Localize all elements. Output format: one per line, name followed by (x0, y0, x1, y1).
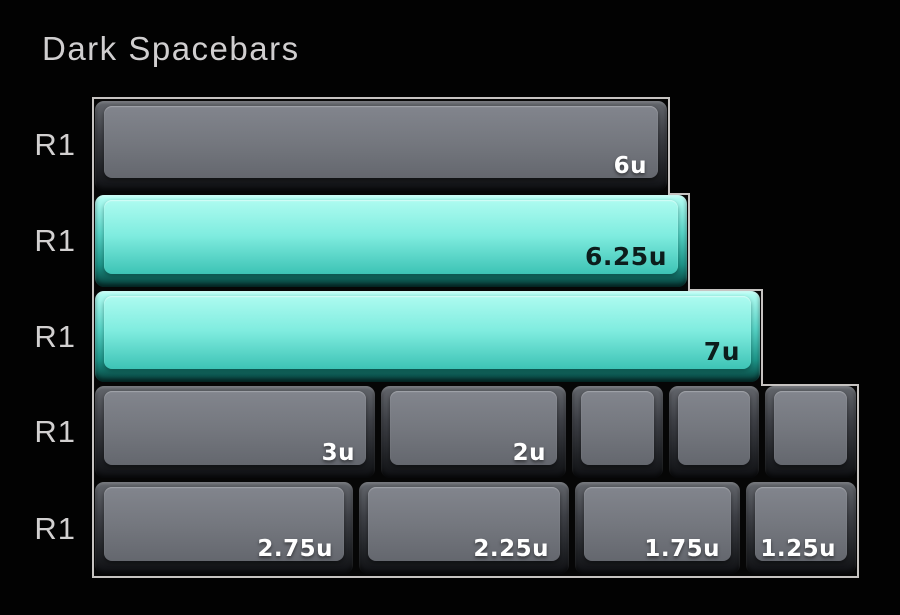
keycap-size-label: 2.75u (257, 536, 333, 562)
keycap-size-label: 6.25u (585, 242, 667, 271)
keycap-1u (572, 386, 663, 478)
keycap-size-label: 3u (321, 440, 355, 466)
keycap-surface (368, 487, 560, 561)
keycap-size-label: 6u (613, 153, 647, 179)
keycap-surface (581, 391, 654, 465)
keycap-row-2: 6.25u (92, 193, 690, 289)
keycap-surface (104, 487, 344, 561)
keycap-6-25u: 6.25u (95, 195, 687, 287)
panel-border-step (688, 289, 763, 291)
keycap-3u: 3u (95, 386, 375, 478)
keycap-row-5: 2.75u 2.25u 1.75u 1.25u (92, 480, 859, 578)
keycap-2u: 2u (381, 386, 566, 478)
keycap-row-4: 3u 2u (92, 384, 859, 480)
row-label-3: R1 (34, 318, 76, 354)
keycap-size-label: 7u (703, 337, 740, 366)
keycap-surface (755, 487, 847, 561)
panel-border-step (761, 384, 859, 386)
keycap-7u: 7u (95, 291, 760, 382)
keycap-surface (390, 391, 557, 465)
row-label-4: R1 (34, 414, 76, 449)
keycap-surface (104, 200, 678, 274)
keycap-1-75u: 1.75u (575, 482, 740, 574)
keycap-surface (774, 391, 848, 465)
keycap-size-label: 2.25u (473, 536, 549, 562)
keycap-size-label: 1.75u (644, 536, 720, 562)
keycap-surface (677, 391, 751, 465)
keycap-surface (104, 106, 658, 178)
page-title: Dark Spacebars (42, 30, 300, 67)
keycap-1u (668, 386, 760, 478)
keycap-row-1: 6u (92, 97, 670, 193)
keycap-6u: 6u (95, 101, 667, 191)
keycap-2-75u: 2.75u (95, 482, 353, 574)
row-label-5: R1 (34, 511, 76, 546)
keycap-1-25u: 1.25u (746, 482, 856, 574)
keycap-1u (765, 386, 857, 478)
row-label-2: R1 (34, 223, 76, 258)
keycap-surface (104, 391, 366, 465)
keycap-surface (584, 487, 731, 561)
keycap-2-25u: 2.25u (359, 482, 569, 574)
row-label-1: R1 (34, 127, 76, 162)
keycap-size-label: 1.25u (760, 536, 836, 562)
keycap-surface (104, 296, 751, 369)
panel-border-step (668, 193, 690, 195)
keycap-size-label: 2u (512, 440, 546, 466)
keycap-row-3: 7u (92, 289, 763, 384)
